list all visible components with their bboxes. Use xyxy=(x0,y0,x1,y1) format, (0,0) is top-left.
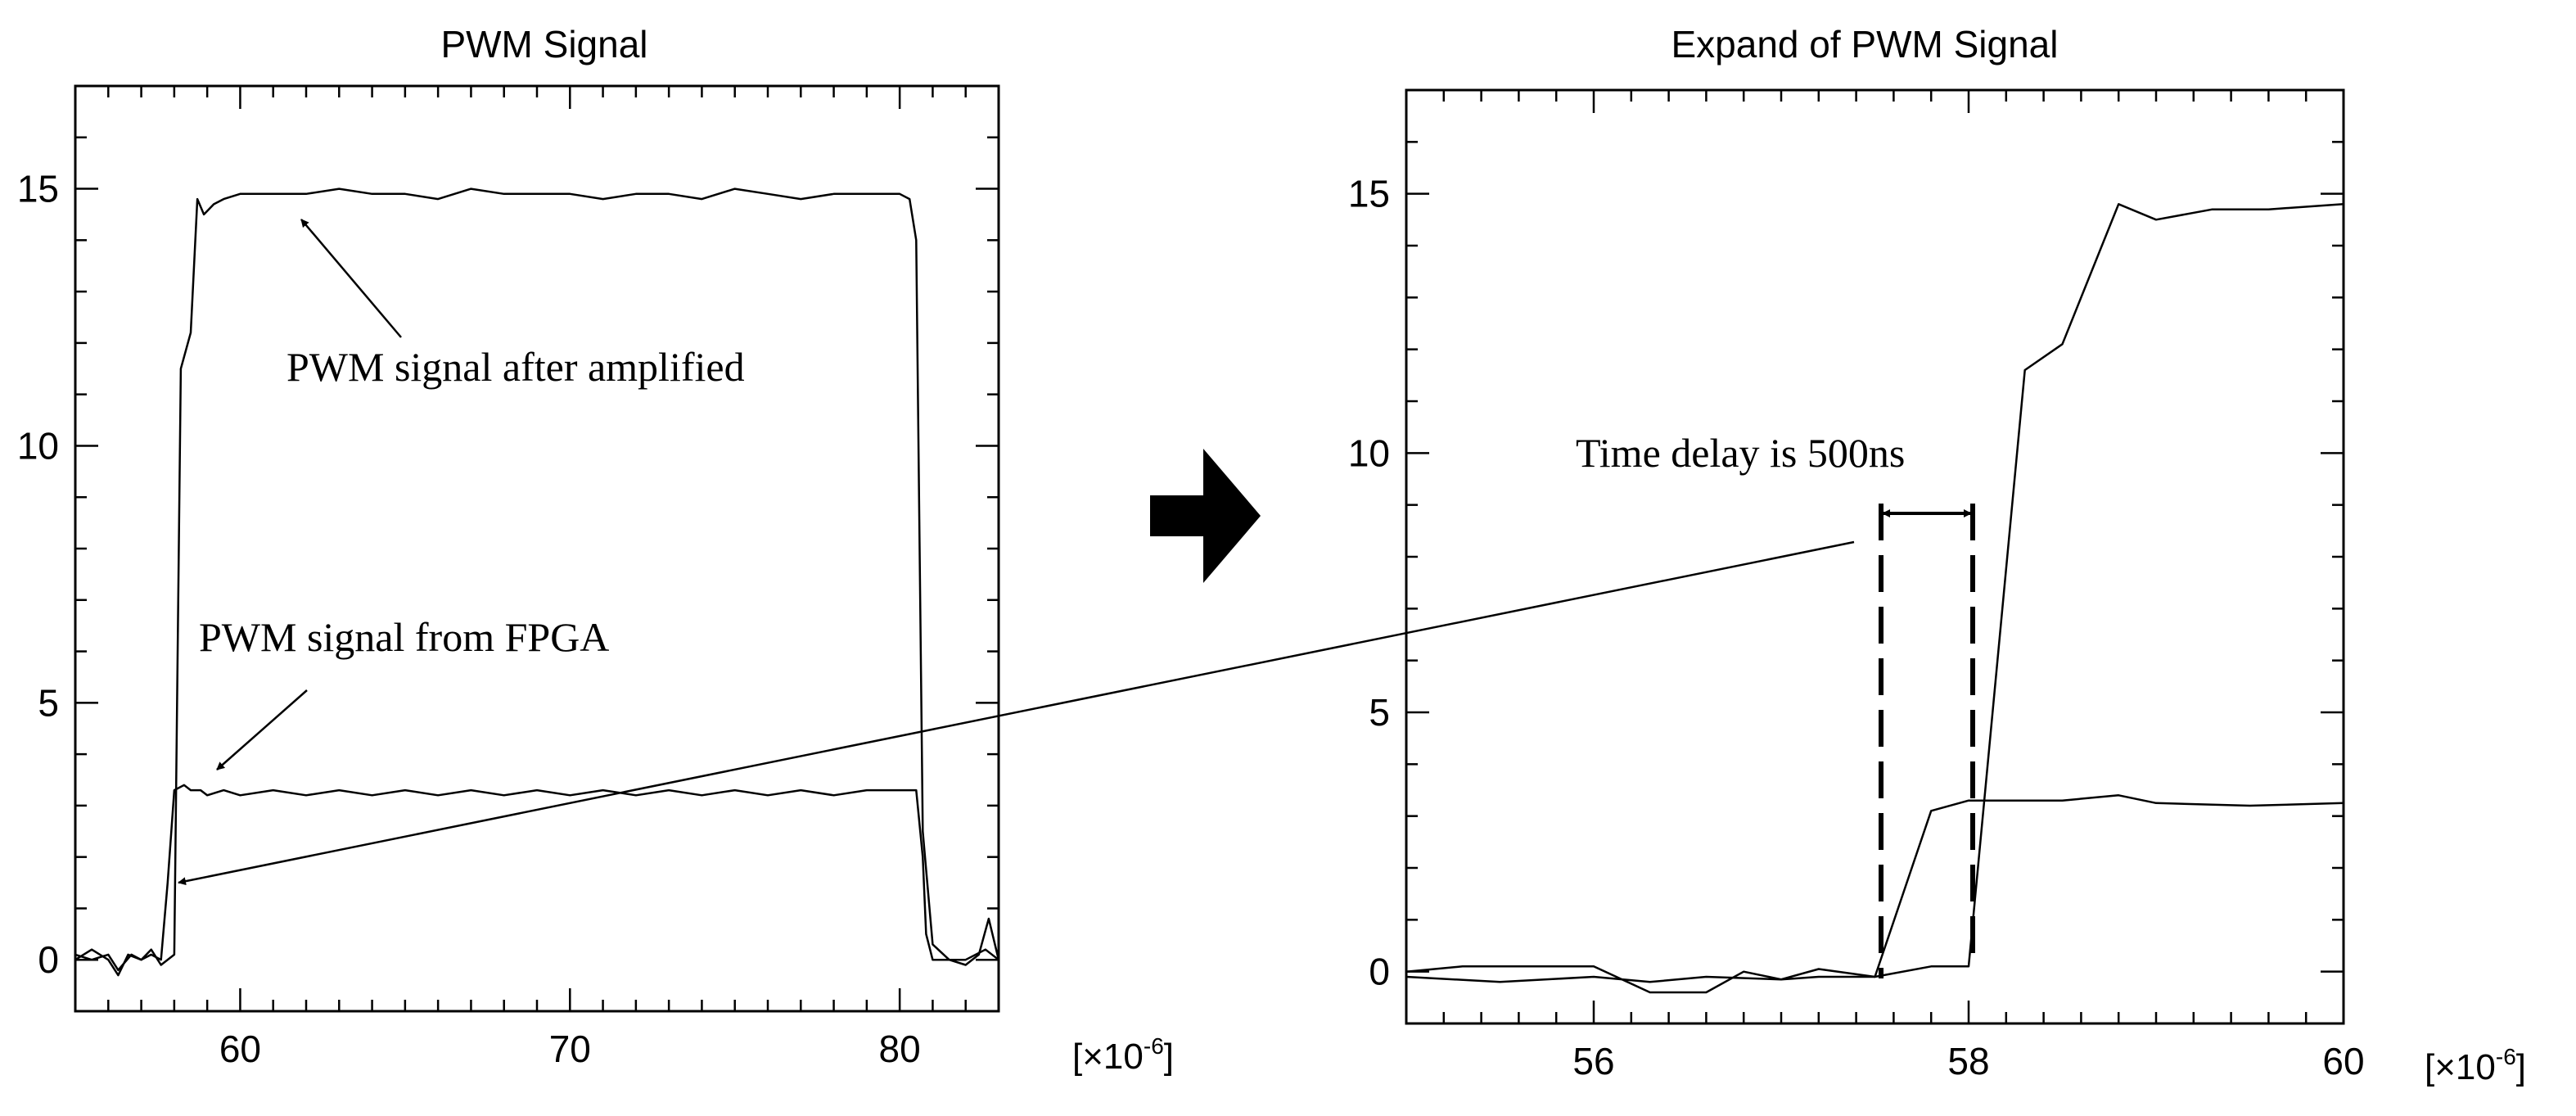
connector-line xyxy=(178,540,1855,886)
annotation-time-delay: Time delay is 500ns xyxy=(1576,430,1905,476)
x-tick-label: 56 xyxy=(1572,1040,1614,1082)
x-tick-label: 70 xyxy=(549,1028,591,1070)
annotation-fpga: PWM signal from FPGA xyxy=(199,614,609,660)
left-series-line-1 xyxy=(74,784,999,972)
x-tick-label: 58 xyxy=(1947,1040,1989,1082)
y-tick-label: 10 xyxy=(17,424,59,467)
right-series-line-2 xyxy=(1405,203,2344,994)
left-x-unit-label: [×10-6] xyxy=(1072,1033,1174,1077)
right-series xyxy=(1405,203,2344,994)
y-tick-label: 0 xyxy=(38,938,59,981)
x-tick-label: 60 xyxy=(219,1028,261,1070)
right-plot-frame xyxy=(1405,88,2345,1025)
left-tick-labels: 60 70 80 0 5 10 15 xyxy=(17,168,921,1070)
x-tick-label: 80 xyxy=(879,1028,921,1070)
right-chart: Expand of PWM Signal 56 58 60 0 5 10 15 [×10-6… xyxy=(1348,23,2526,1087)
annotation-fpga-arrow xyxy=(216,689,308,770)
right-chart-title: Expand of PWM Signal xyxy=(1671,23,2058,66)
left-plot-frame xyxy=(74,84,1000,1013)
x-tick-label: 60 xyxy=(2322,1040,2364,1082)
right-arrow-icon xyxy=(1150,449,1261,583)
annotation-amplified: PWM signal after amplified xyxy=(286,344,745,390)
y-tick-label: 15 xyxy=(1348,173,1390,215)
left-chart-title: PWM Signal xyxy=(440,23,647,66)
y-tick-label: 5 xyxy=(38,681,59,724)
right-x-unit-label: [×10-6] xyxy=(2425,1044,2526,1087)
y-tick-label: 5 xyxy=(1369,691,1390,734)
right-series-line-1 xyxy=(1405,794,2344,983)
y-tick-label: 0 xyxy=(1369,951,1390,993)
left-ticks xyxy=(74,84,1000,1013)
y-tick-label: 10 xyxy=(1348,431,1390,474)
left-series-line-2 xyxy=(74,188,1000,977)
annotation-amplified-arrow xyxy=(300,219,402,338)
left-series xyxy=(74,188,1000,977)
y-tick-label: 15 xyxy=(17,168,59,210)
right-tick-labels: 56 58 60 0 5 10 15 xyxy=(1348,173,2365,1082)
left-chart: PWM Signal 60 70 80 0 5 10 15 [×10-6] PWM sign… xyxy=(17,23,1174,1077)
right-ticks xyxy=(1405,88,2345,1025)
